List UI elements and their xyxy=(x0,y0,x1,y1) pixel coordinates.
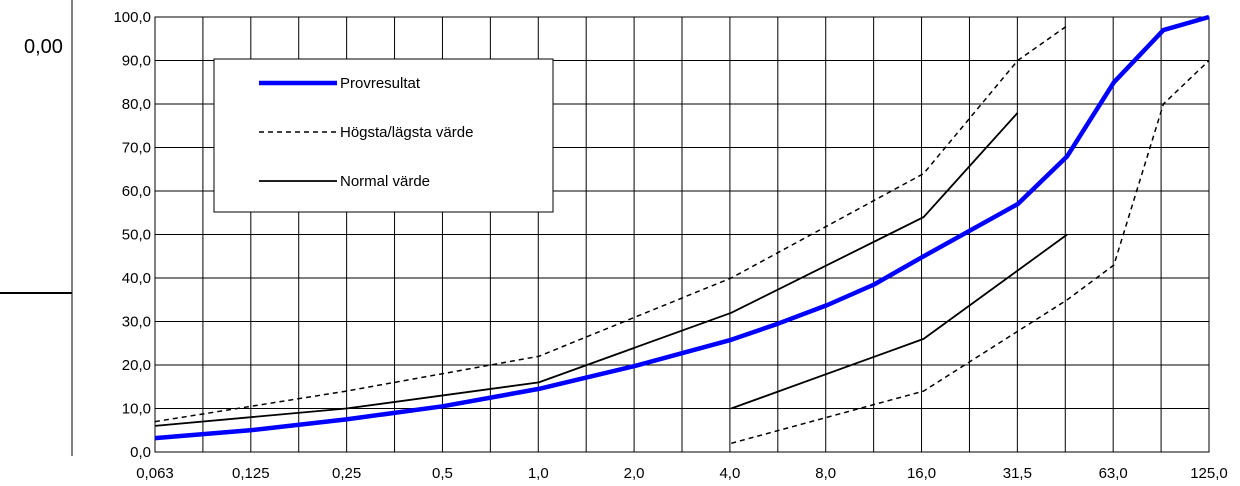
x-tick-label: 0,125 xyxy=(232,465,270,482)
y-tick-label: 80,0 xyxy=(122,96,151,113)
x-tick-label: 0,25 xyxy=(332,465,361,482)
side-value: 0,00 xyxy=(24,36,63,58)
x-tick-label: 0,5 xyxy=(432,465,453,482)
x-tick-label: 0,063 xyxy=(136,465,174,482)
legend-label: Normal värde xyxy=(340,173,430,190)
y-tick-label: 50,0 xyxy=(122,227,151,244)
x-tick-label: 16,0 xyxy=(907,465,936,482)
series-lines xyxy=(154,14,1210,445)
legend-label: Provresultat xyxy=(340,75,421,92)
series-line-2 xyxy=(731,59,1210,445)
legend: Provresultat Högsta/lägsta värde Normal vä… xyxy=(213,58,554,213)
grid xyxy=(0,0,1210,456)
x-tick-label: 63,0 xyxy=(1099,465,1128,482)
y-tick-label: 90,0 xyxy=(122,53,151,70)
y-tick-label: 70,0 xyxy=(122,140,151,157)
series-line-0 xyxy=(154,14,1210,441)
x-tick-label: 4,0 xyxy=(719,465,740,482)
series-line-3 xyxy=(154,112,1019,427)
series-line-4 xyxy=(730,233,1068,410)
x-tick-label: 2,0 xyxy=(624,465,645,482)
x-tick-label: 1,0 xyxy=(528,465,549,482)
x-axis-tick-labels: 0,063 0,125 0,25 0,5 1,0 2,0 4,0 8,0 16,0 31,5 63,… xyxy=(136,465,1228,482)
y-tick-label: 30,0 xyxy=(122,314,151,331)
y-tick-label: 60,0 xyxy=(122,183,151,200)
legend-label: Högsta/lägsta värde xyxy=(340,124,473,141)
x-tick-label: 31,5 xyxy=(1003,465,1032,482)
x-tick-label: 125,0 xyxy=(1190,465,1228,482)
y-tick-label: 40,0 xyxy=(122,270,151,287)
y-tick-label: 20,0 xyxy=(122,357,151,374)
y-tick-label: 100,0 xyxy=(113,9,151,26)
y-tick-label: 0,0 xyxy=(130,444,151,461)
x-tick-label: 8,0 xyxy=(815,465,836,482)
y-axis-tick-labels: 0,0 10,0 20,0 30,0 40,0 50,0 60,0 70,0 80,0 90,0 1… xyxy=(113,9,151,461)
y-tick-label: 10,0 xyxy=(122,401,151,418)
series-line-1 xyxy=(154,25,1068,423)
